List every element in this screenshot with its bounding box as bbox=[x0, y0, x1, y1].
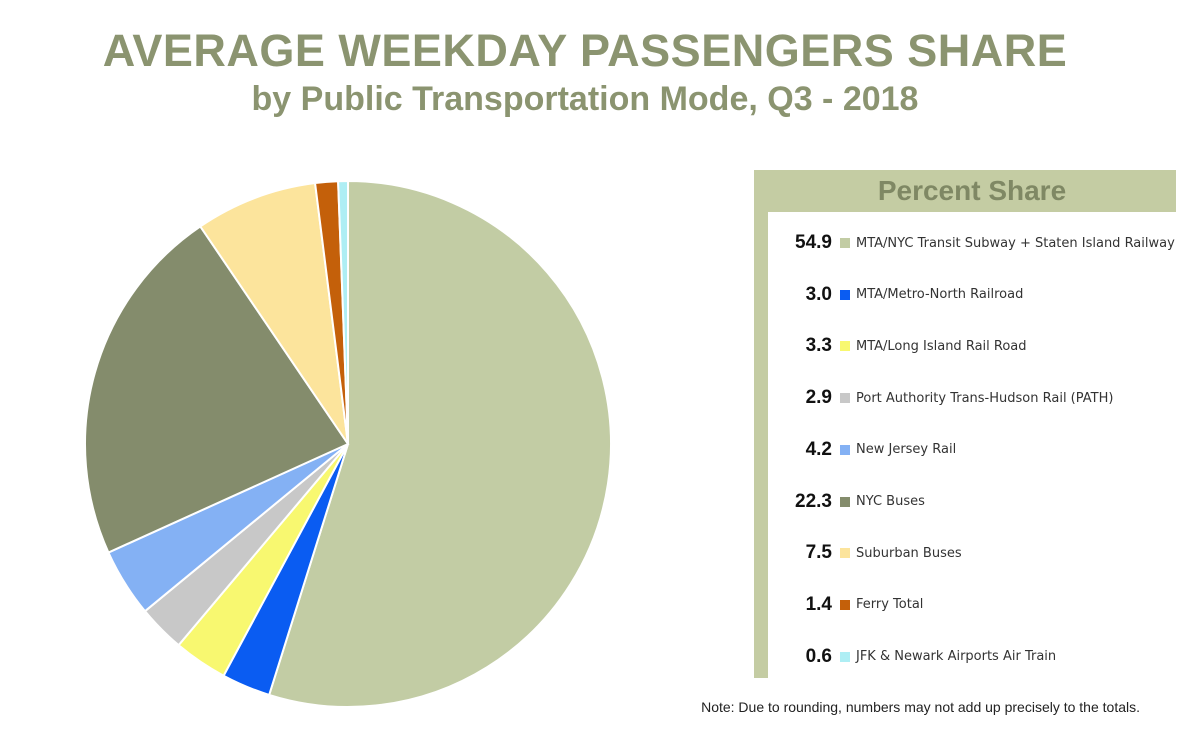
legend-swatch bbox=[840, 444, 850, 455]
legend-swatch bbox=[840, 548, 850, 559]
legend-label: MTA/NYC Transit Subway + Staten Island R… bbox=[856, 235, 1175, 251]
legend-label: Suburban Buses bbox=[856, 545, 962, 561]
legend-label: NYC Buses bbox=[856, 494, 925, 509]
legend-label: Port Authority Trans-Hudson Rail (PATH) bbox=[856, 390, 1114, 406]
legend-title: Percent Share bbox=[768, 170, 1176, 212]
pie-slice bbox=[84, 225, 350, 554]
chart-title: AVERAGE WEEKDAY PASSENGERS SHARE bbox=[102, 25, 1068, 76]
legend-value: 4.2 bbox=[805, 438, 832, 460]
legend-swatch bbox=[840, 238, 850, 248]
legend-label: Ferry Total bbox=[856, 597, 924, 613]
legend-swatch bbox=[840, 289, 850, 300]
legend-label: MTA/Metro-North Railroad bbox=[856, 287, 1024, 303]
legend-label: New Jersey Rail bbox=[856, 442, 957, 458]
legend-value: 54.9 bbox=[795, 232, 832, 253]
legend-item: 1.4 Ferry Total bbox=[768, 590, 1188, 620]
legend-value: 3.0 bbox=[805, 283, 832, 305]
legend-item: 7.5 Suburban Buses bbox=[768, 538, 1188, 568]
legend-item: 4.2 New Jersey Rail bbox=[768, 435, 1188, 465]
legend-swatch bbox=[840, 341, 850, 352]
legend-value: 1.4 bbox=[805, 593, 832, 615]
pie-chart bbox=[84, 179, 612, 708]
legend-value: 3.3 bbox=[805, 335, 832, 357]
legend-item: 0.6 JFK & Newark Airports Air Train bbox=[768, 642, 1188, 672]
legend-swatch bbox=[840, 599, 850, 610]
legend-label: MTA/Long Island Rail Road bbox=[856, 338, 1027, 354]
legend: Percent Share 54.9 MTA/NYC Transit Subway… bbox=[754, 170, 1176, 678]
chart-subtitle: by Public Transportation Mode, Q3 - 2018 bbox=[251, 80, 919, 118]
pie-slice bbox=[267, 179, 612, 708]
legend-swatch bbox=[840, 393, 850, 404]
legend-label: JFK & Newark Airports Air Train bbox=[856, 649, 1057, 665]
legend-value: 22.3 bbox=[795, 490, 832, 512]
legend-item: 3.0 MTA/Metro-North Railroad bbox=[768, 280, 1188, 310]
pie-slice bbox=[337, 179, 349, 445]
legend-item: 3.3 MTA/Long Island Rail Road bbox=[768, 331, 1188, 361]
legend-value: 2.9 bbox=[805, 387, 832, 409]
legend-item: 2.9 Port Authority Trans-Hudson Rail (PAT… bbox=[768, 383, 1188, 413]
pie-slice bbox=[198, 181, 349, 445]
legend-item: 22.3 NYC Buses bbox=[768, 487, 1188, 517]
legend-value: 0.6 bbox=[805, 645, 832, 667]
legend-value: 7.5 bbox=[805, 542, 832, 564]
legend-swatch bbox=[840, 496, 850, 507]
rounding-note: Note: Due to rounding, numbers may not a… bbox=[701, 699, 1140, 715]
legend-item: 54.9 MTA/NYC Transit Subway + Staten Isla… bbox=[768, 228, 1188, 258]
legend-swatch bbox=[840, 651, 850, 662]
